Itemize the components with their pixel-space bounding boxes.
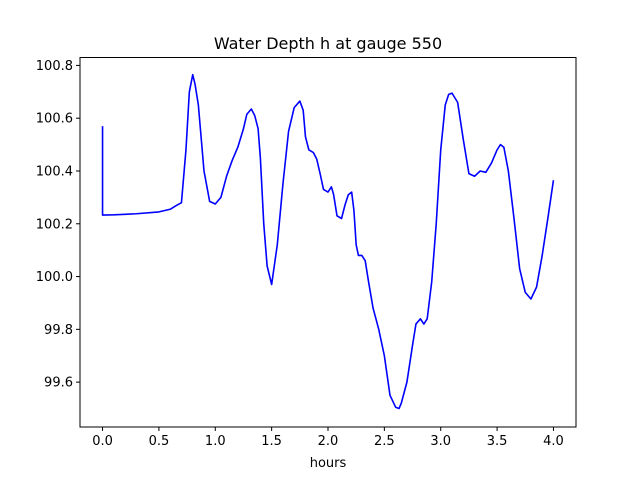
y-tick-label: 99.8 <box>44 323 73 338</box>
x-tick-label: 1.5 <box>261 434 282 449</box>
y-tick-label: 100.0 <box>36 270 73 285</box>
x-tick-label: 0.0 <box>92 434 113 449</box>
x-tick-label: 0.5 <box>149 434 170 449</box>
y-tick-label: 100.4 <box>36 164 73 179</box>
y-tick-label: 100.2 <box>36 217 73 232</box>
y-tick-label: 100.8 <box>36 59 73 74</box>
x-axis: 0.0 0.5 1.0 1.5 2.0 2.5 3.0 3.5 4.0 <box>92 427 564 449</box>
plot-frame <box>79 57 577 428</box>
x-tick-label: 1.0 <box>205 434 226 449</box>
y-tick-label: 100.6 <box>36 112 73 127</box>
series-line-0 <box>101 73 555 410</box>
y-axis: 99.6 99.8 100.0 100.2 100.4 100.6 100.8 <box>36 59 80 391</box>
y-tick-label: 99.6 <box>44 376 73 391</box>
plot-area <box>101 73 555 410</box>
x-tick-label: 4.0 <box>543 434 564 449</box>
x-tick-label: 3.0 <box>430 434 451 449</box>
x-tick-label: 3.5 <box>487 434 508 449</box>
x-axis-label: hours <box>310 456 347 471</box>
chart-title: Water Depth h at gauge 550 <box>214 34 442 53</box>
x-tick-label: 2.5 <box>374 434 395 449</box>
x-tick-label: 2.0 <box>318 434 339 449</box>
